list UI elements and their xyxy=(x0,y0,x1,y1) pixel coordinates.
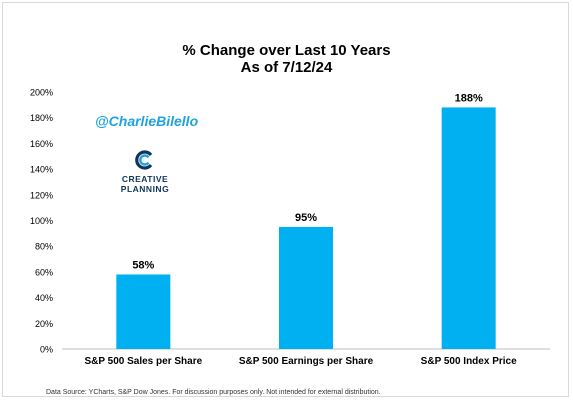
bar xyxy=(116,274,171,349)
data-source-note: Data Source: YCharts, S&P Dow Jones. For… xyxy=(46,389,381,396)
twitter-handle: @CharlieBilello xyxy=(95,113,199,129)
bar xyxy=(441,107,496,349)
chart-title: % Change over Last 10 Years xyxy=(182,42,391,59)
y-tick-label: 140% xyxy=(30,165,53,175)
logo-mark-icon xyxy=(135,150,153,170)
x-category-label: S&P 500 Index Price xyxy=(421,356,517,367)
creative-planning-logo: CREATIVE PLANNING xyxy=(100,150,190,194)
data-label: 95% xyxy=(295,212,317,224)
y-tick-label: 100% xyxy=(30,216,53,226)
data-label: 58% xyxy=(132,259,154,271)
y-tick-label: 20% xyxy=(35,319,53,329)
y-tick-label: 120% xyxy=(30,190,53,200)
y-tick-label: 200% xyxy=(30,88,53,98)
chart-subtitle: As of 7/12/24 xyxy=(240,59,333,76)
y-tick-label: 40% xyxy=(35,293,53,303)
x-category-label: S&P 500 Earnings per Share xyxy=(239,356,374,367)
y-tick-label: 0% xyxy=(40,345,53,355)
y-tick-label: 160% xyxy=(30,139,53,149)
logo-text-line2: PLANNING xyxy=(120,183,170,194)
y-tick-label: 180% xyxy=(30,113,53,123)
data-label: 188% xyxy=(455,92,483,104)
x-category-label: S&P 500 Sales per Share xyxy=(84,356,202,367)
chart-frame xyxy=(2,2,569,397)
logo-text-line1: CREATIVE xyxy=(121,174,169,184)
y-tick-label: 80% xyxy=(35,242,53,252)
y-tick-label: 60% xyxy=(35,267,53,277)
bar xyxy=(279,226,333,349)
chart-title-block: % Change over Last 10 Years As of 7/12/2… xyxy=(0,42,573,76)
